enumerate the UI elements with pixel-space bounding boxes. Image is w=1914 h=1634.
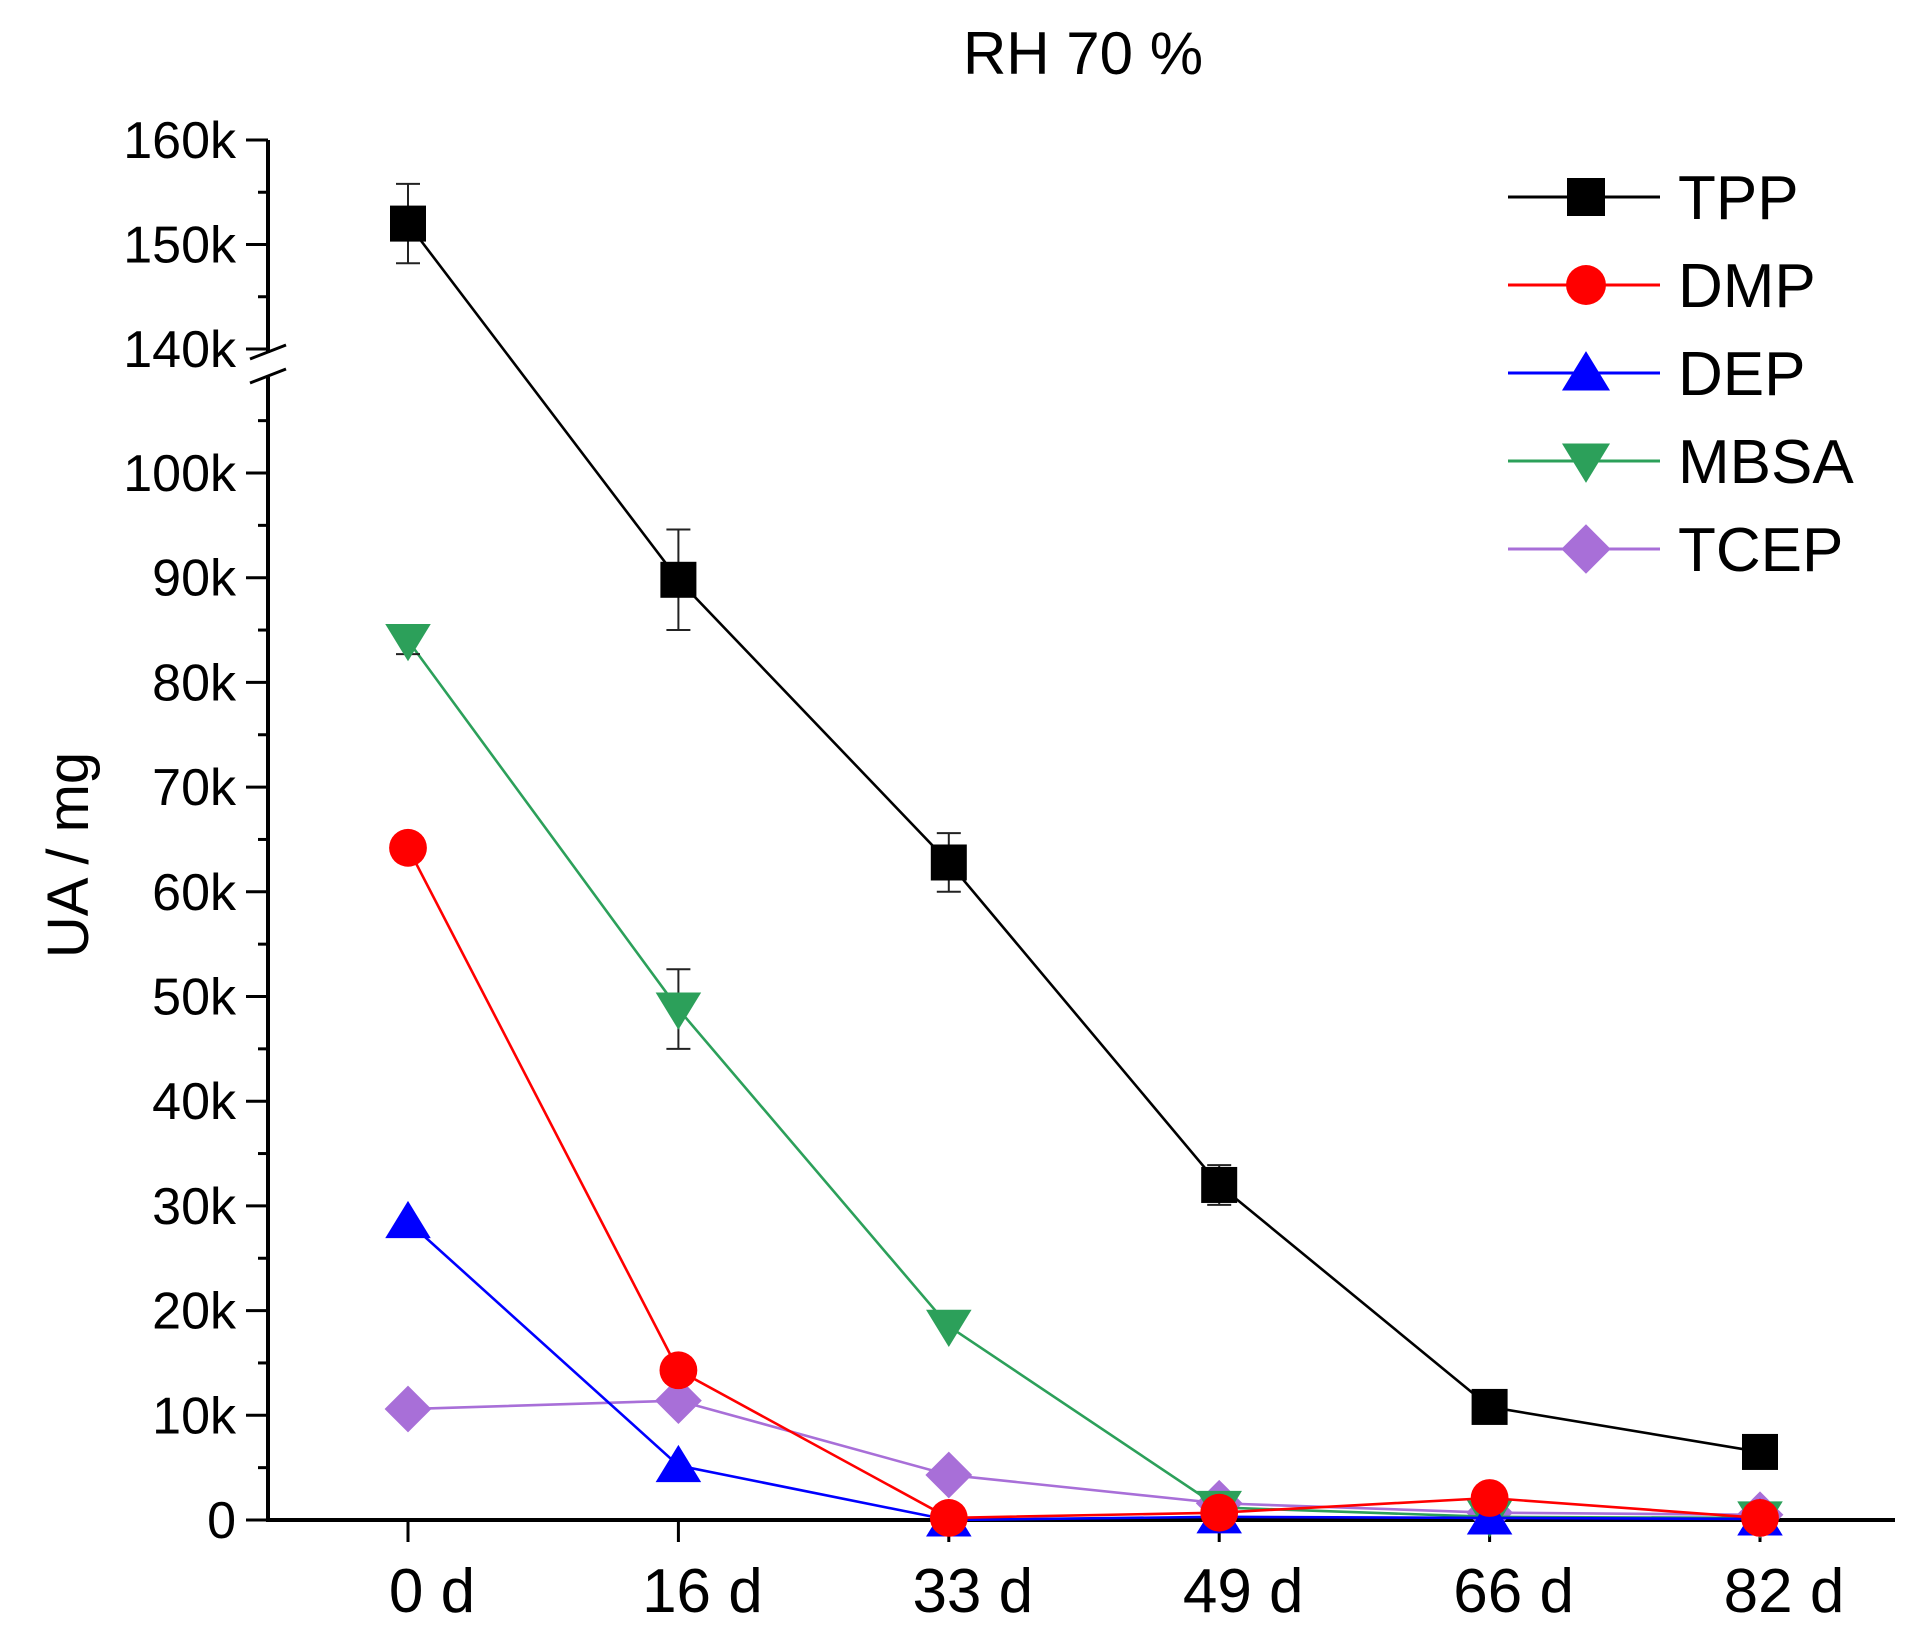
legend-label: TCEP (1678, 516, 1843, 585)
series-dmp (389, 828, 1779, 1537)
data-point (929, 1499, 968, 1537)
y-tick-label: 10k (152, 1387, 237, 1445)
data-point (385, 1200, 431, 1239)
y-tick-label: 160k (123, 112, 237, 170)
legend-item-tpp: TPP (1508, 164, 1799, 233)
y-tick-label: 40k (152, 1073, 237, 1131)
legend-marker (1567, 178, 1605, 216)
y-tick-label: 60k (152, 864, 237, 922)
data-point (1742, 1433, 1778, 1470)
y-tick-label: 100k (123, 445, 237, 503)
data-point (1201, 1166, 1238, 1203)
data-point (660, 561, 697, 598)
x-tick-label: 49 d (1183, 1557, 1304, 1626)
x-tick-label: 0 d (389, 1557, 475, 1626)
legend-label: TPP (1678, 164, 1799, 233)
x-tick-label: 66 d (1453, 1557, 1574, 1626)
legend-item-dmp: DMP (1508, 252, 1816, 321)
legend-label: DMP (1678, 252, 1816, 321)
series-dep (385, 1200, 1783, 1537)
series-line (407, 1220, 1761, 1522)
axis-break-mark (249, 367, 287, 385)
y-tick-label: 140k (123, 321, 237, 379)
chart-title: RH 70 % (963, 20, 1203, 87)
legend-item-mbsa: MBSA (1508, 428, 1854, 497)
x-tick-label: 16 d (642, 1557, 763, 1626)
data-point (385, 623, 431, 662)
data-point (389, 828, 427, 867)
legend-marker (1561, 524, 1611, 574)
legend: TPP DMP DEP MBSA TCEP (1508, 164, 1854, 585)
legend-marker (1561, 351, 1611, 391)
y-tick-label: 80k (152, 654, 237, 712)
series-line (406, 847, 1761, 1520)
legend-item-dep: DEP (1508, 340, 1805, 409)
data-point (655, 1377, 702, 1425)
data-point (1471, 1388, 1508, 1425)
legend-label: MBSA (1678, 428, 1854, 497)
legend-item-tcep: TCEP (1508, 516, 1843, 585)
legend-label: DEP (1678, 340, 1805, 409)
series-mbsa (385, 623, 1783, 1539)
data-point (659, 1351, 698, 1390)
axes: 0 10k 20k 30k 40k 50k 60k 70k 80k 90k 100k 140k 150k… (123, 112, 1895, 1626)
x-tick-label: 82 d (1724, 1557, 1845, 1626)
data-point (655, 992, 702, 1030)
series-line (407, 1399, 1761, 1517)
data-point (390, 205, 426, 242)
data-point (384, 1385, 432, 1433)
y-tick-label: 20k (152, 1283, 237, 1341)
x-tick-label: 33 d (912, 1557, 1033, 1626)
y-tick-label: 90k (152, 550, 237, 608)
y-tick-label: 50k (152, 969, 237, 1027)
data-point (1200, 1493, 1239, 1532)
data-point (930, 844, 967, 881)
data-point (1741, 1499, 1779, 1537)
series-line (406, 639, 1761, 1520)
y-axis-label: UA / mg (36, 752, 101, 958)
data-point (926, 1309, 972, 1348)
data-point (655, 1444, 702, 1483)
axis-break-mark (249, 343, 287, 361)
series-tpp (390, 182, 1778, 1470)
y-tick-label: 150k (123, 217, 237, 275)
y-tick-label: 70k (152, 759, 237, 817)
y-tick-label: 0 (207, 1492, 236, 1550)
legend-marker (1566, 265, 1606, 305)
data-point (925, 1451, 973, 1499)
data-point (1470, 1479, 1509, 1517)
y-tick-label: 30k (152, 1178, 237, 1236)
legend-marker (1561, 443, 1611, 483)
series-line (406, 222, 1761, 1454)
series-layer (384, 182, 1784, 1539)
